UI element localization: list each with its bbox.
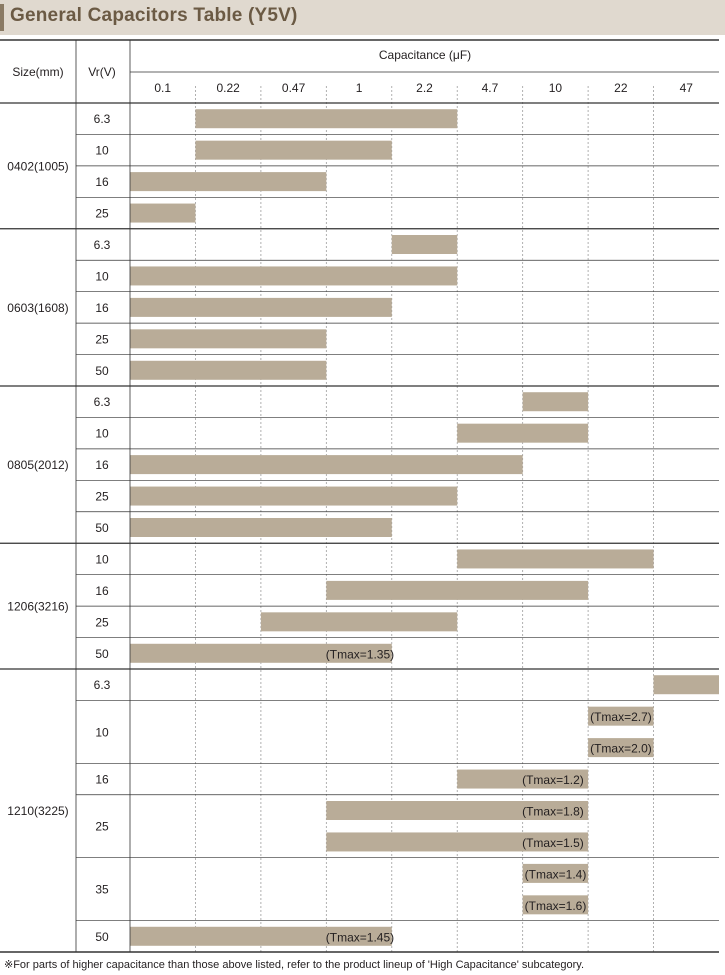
footnote: ※For parts of higher capacitance than th… [4,959,585,971]
capacitance-bar [522,895,589,915]
capacitance-bar [457,423,589,443]
text-layer: Size(mm) Vr(V) Capacitance (μF) 0.1 0.22 0… [7,48,693,944]
capacitance-tick-label: 0.1 [154,81,171,95]
capacitance-bar [195,109,458,129]
voltage-label: 25 [95,820,109,834]
tmax-label: (Tmax=1.45) [326,930,394,944]
voltage-label: 50 [95,647,109,661]
capacitance-bar [130,518,392,537]
tmax-label: (Tmax=2.7) [590,710,652,724]
voltage-label: 6.3 [94,395,111,409]
voltage-label: 50 [95,521,109,535]
voltage-label: 25 [95,490,109,504]
capacitance-bar [457,549,654,569]
line-layer [0,39,719,953]
capacitance-bar [130,455,523,475]
capacitance-bar [326,801,589,820]
size-label: 0603(1608) [7,301,68,315]
voltage-label: 10 [95,427,109,441]
voltage-label: 16 [95,773,109,787]
capacitance-bar [130,926,392,946]
voltage-label: 10 [95,144,109,158]
bar-layer [130,109,719,946]
capacitor-chart: Size(mm) Vr(V) Capacitance (μF) 0.1 0.22 0… [0,39,719,953]
capacitance-bar [130,266,458,286]
capacitance-tick-label: 4.7 [482,81,499,95]
size-label: 0402(1005) [7,159,68,173]
voltage-label: 25 [95,615,109,629]
capacitance-bar [522,863,589,883]
size-column-header: Size(mm) [12,65,63,79]
capacitance-bar [130,297,392,317]
capacitance-bar [522,392,589,412]
capacitance-tick-label: 10 [549,81,563,95]
capacitance-bar [326,580,589,600]
voltage-label: 10 [95,552,109,566]
tmax-label: (Tmax=1.4) [525,867,587,881]
capacitance-tick-label: 47 [680,81,694,95]
voltage-label: 10 [95,269,109,283]
capacitance-bar [588,706,654,726]
page-title: General Capacitors Table (Y5V) [10,5,298,26]
capacitance-bar [130,360,327,380]
capacitance-bar [130,643,392,663]
tmax-label: (Tmax=1.8) [522,805,584,819]
capacitance-bar [130,329,327,349]
voltage-label: 16 [95,301,109,315]
capacitance-tick-label: 0.22 [216,81,240,95]
voltage-label: 35 [95,883,109,897]
tmax-label: (Tmax=1.6) [525,899,587,913]
size-label: 0805(2012) [7,458,68,472]
voltage-label: 50 [95,930,109,944]
capacitance-bar [326,832,589,852]
capacitance-bar [457,769,589,789]
capacitance-header: Capacitance (μF) [379,48,471,62]
title-accent [0,4,4,31]
tmax-label: (Tmax=1.35) [326,647,394,661]
voltage-label: 16 [95,175,109,189]
capacitance-bar [130,172,327,192]
capacitance-bar [195,140,392,160]
voltage-label: 16 [95,458,109,472]
capacitance-bar [588,738,654,758]
voltage-label: 16 [95,584,109,598]
tmax-label: (Tmax=1.5) [522,836,584,850]
voltage-label: 6.3 [94,678,111,692]
capacitance-bar [130,486,458,506]
title-bar: General Capacitors Table (Y5V) [0,0,725,35]
capacitance-tick-label: 1 [356,81,363,95]
voltage-label: 25 [95,332,109,346]
tmax-label: (Tmax=2.0) [590,742,652,756]
voltage-label: 25 [95,207,109,221]
voltage-label: 6.3 [94,112,111,126]
tmax-label: (Tmax=1.2) [522,773,584,787]
capacitance-bar [260,612,458,632]
capacitance-tick-label: 2.2 [416,81,433,95]
capacitance-bar [391,235,458,254]
capacitance-tick-label: 0.47 [282,81,306,95]
capacitance-bar [653,675,719,695]
size-label: 1206(3216) [7,600,68,614]
voltage-label: 6.3 [94,238,111,252]
capacitance-bar [130,203,196,223]
capacitance-tick-label: 22 [614,81,628,95]
size-label: 1210(3225) [7,804,68,818]
voltage-label: 10 [95,725,109,739]
voltage-label: 50 [95,364,109,378]
voltage-column-header: Vr(V) [88,65,116,79]
